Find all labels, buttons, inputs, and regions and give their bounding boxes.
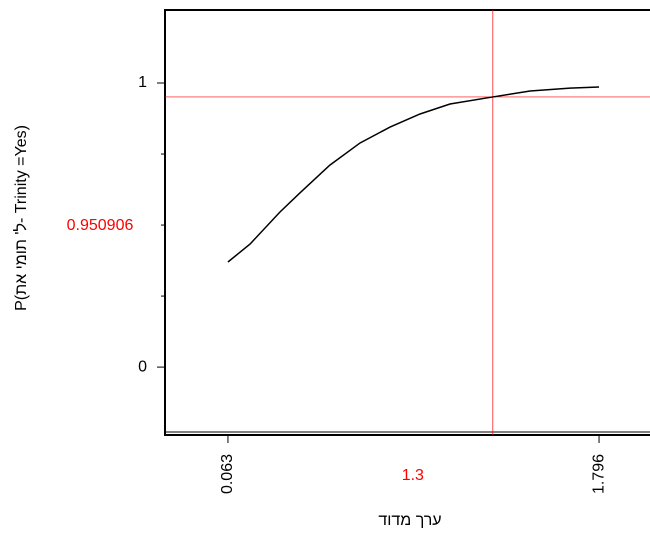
y-tick-label: 0 bbox=[138, 358, 147, 375]
x-axis-label: ערך מדוד bbox=[378, 512, 441, 529]
y-axis-label: P(ל' תומי את- Trinity =Yes) bbox=[12, 125, 30, 311]
current-x-label: 1.3 bbox=[402, 467, 424, 484]
current-y-label: 0.950906 bbox=[67, 217, 134, 234]
x-tick-label: 1.796 bbox=[590, 454, 607, 494]
plot-frame bbox=[164, 9, 650, 436]
profile-curve bbox=[227, 86, 600, 263]
y-tick-label: 1 bbox=[138, 74, 147, 91]
x-tick-label: 0.063 bbox=[219, 454, 236, 494]
